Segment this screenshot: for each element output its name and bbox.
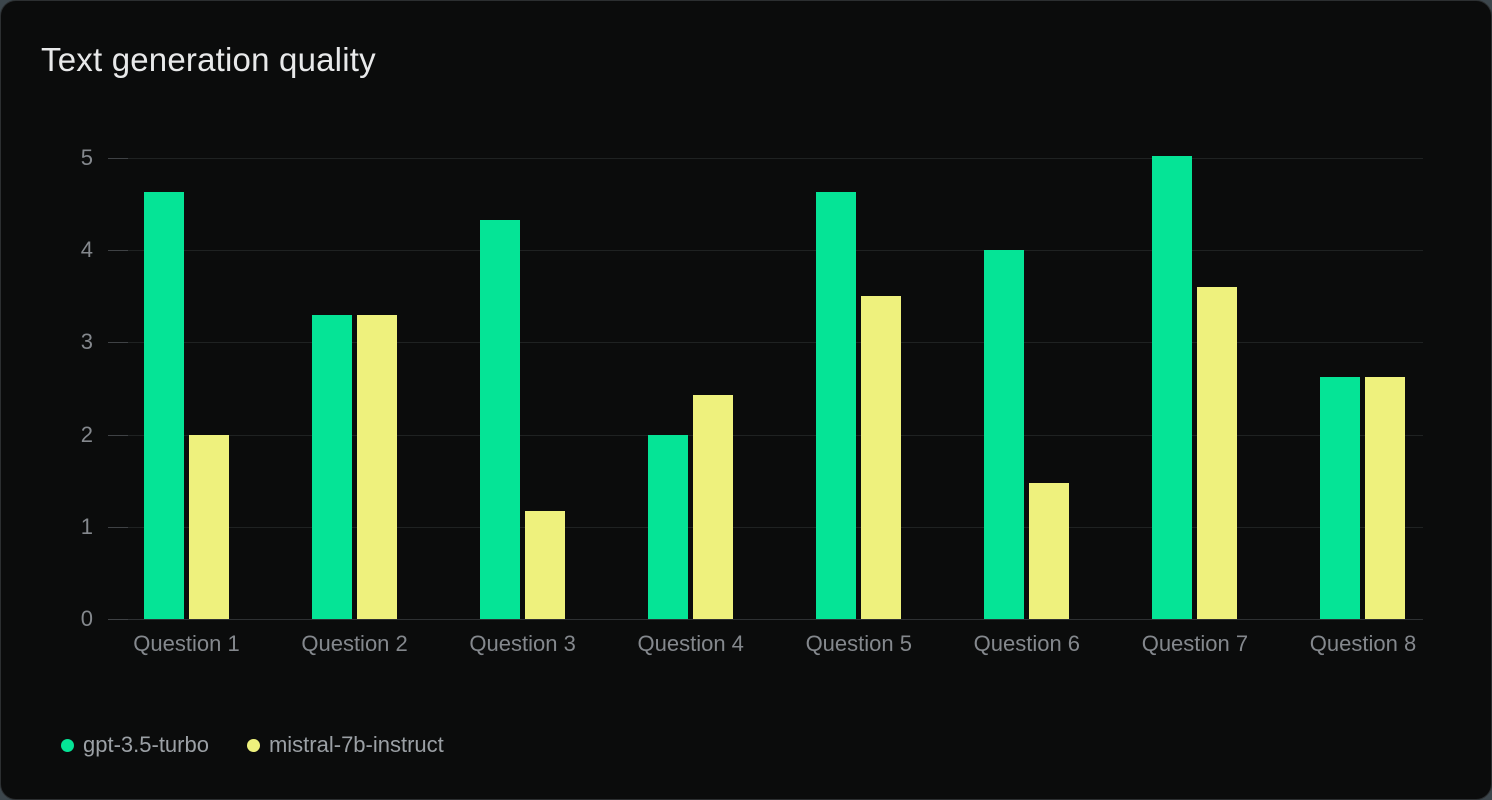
x-axis-label: Question 1 [133,631,240,656]
bar-mistral-7b-instruct-5[interactable] [861,296,902,619]
tick-mark [108,434,128,436]
tick-mark [108,250,128,252]
bar-mistral-7b-instruct-2[interactable] [357,314,398,619]
y-axis-label: 5 [80,145,93,170]
x-axis-label: Question 4 [637,631,744,656]
bar-gpt-3.5-turbo-1[interactable] [144,192,184,619]
x-axis-label: Question 7 [1141,631,1249,656]
legend-item-mistral-7b-instruct[interactable]: mistral-7b-instruct [246,732,444,758]
y-axis: 5 4 3 2 1 0 [1,145,93,631]
x-axis-label: Question 3 [469,631,576,656]
legend-label: gpt-3.5-turbo [83,732,209,757]
y-axis-label: 4 [80,237,93,263]
gridline [108,342,1423,344]
tick-mark [108,342,128,344]
bar-mistral-7b-instruct-4[interactable] [693,394,734,619]
gridline [108,158,1423,159]
bar-gpt-3.5-turbo-2[interactable] [312,314,353,619]
legend-label: mistral-7b-instruct [268,732,444,757]
tick-mark [108,526,128,528]
bar-gpt-3.5-turbo-8[interactable] [1320,376,1361,619]
y-axis-label: 0 [80,606,93,631]
x-axis-label: Question 6 [973,631,1081,656]
bar-mistral-7b-instruct-8[interactable] [1365,376,1406,619]
legend: gpt-3.5-turbo mistral-7b-instruct [61,732,444,758]
gridline [108,526,1423,528]
gridline [108,434,1423,436]
bar-gpt-3.5-turbo-3[interactable] [480,219,521,619]
bar-gpt-3.5-turbo-4[interactable] [648,434,689,619]
x-axis-label: Question 8 [1309,631,1417,656]
tick-mark [108,158,128,159]
x-axis-label: Question 5 [805,631,912,656]
bar-mistral-7b-instruct-1[interactable] [189,434,229,619]
legend-dot-icon [61,738,74,752]
tick-mark [108,619,128,620]
x-axis: Question 1 Question 2 Question 3 Question 4… [108,631,1423,665]
chart-title: Text generation quality [41,41,376,78]
bar-mistral-7b-instruct-3[interactable] [525,511,566,619]
legend-dot-icon [246,738,260,752]
bar-gpt-3.5-turbo-7[interactable] [1152,156,1193,619]
bar-mistral-7b-instruct-7[interactable] [1197,287,1238,619]
y-axis-label: 1 [80,513,93,539]
bar-gpt-3.5-turbo-6[interactable] [984,250,1025,619]
bar-gpt-3.5-turbo-5[interactable] [816,192,857,619]
y-axis-label: 2 [80,421,93,447]
bar-mistral-7b-instruct-6[interactable] [1029,483,1070,619]
y-axis-label: 3 [80,329,93,355]
x-axis-baseline [108,619,1423,620]
legend-item-gpt-3.5-turbo[interactable]: gpt-3.5-turbo [61,732,209,758]
x-axis-label: Question 2 [301,631,408,656]
gridline [108,250,1423,252]
plot-area [108,156,1423,620]
